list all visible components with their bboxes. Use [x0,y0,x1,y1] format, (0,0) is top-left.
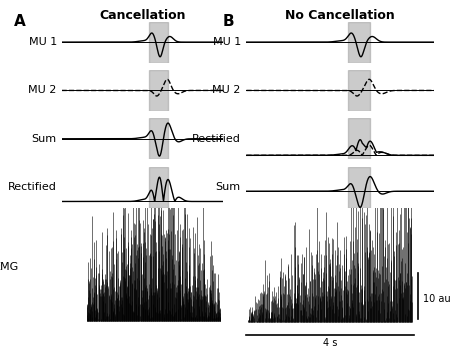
Text: A: A [14,14,26,29]
Bar [348,70,370,111]
Text: Rectified: Rectified [192,134,241,144]
Text: MU 1: MU 1 [213,37,241,47]
Text: MU 1: MU 1 [28,37,57,47]
Bar [149,118,168,159]
Text: EMG: EMG [0,262,19,272]
Text: MU 2: MU 2 [28,86,57,96]
Bar [149,21,168,63]
Text: Sum: Sum [32,134,57,144]
Bar [348,21,370,63]
Title: Cancellation: Cancellation [99,9,185,21]
Bar [149,166,168,208]
Text: Sum: Sum [216,182,241,192]
Bar [348,118,370,159]
Title: No Cancellation: No Cancellation [285,9,395,21]
Text: MU 2: MU 2 [212,86,241,96]
Text: 10 au: 10 au [423,294,451,304]
Text: Rectified: Rectified [8,182,57,192]
Text: 4 s: 4 s [323,338,337,348]
Bar [348,166,370,208]
Text: B: B [223,14,235,29]
Bar [149,70,168,111]
